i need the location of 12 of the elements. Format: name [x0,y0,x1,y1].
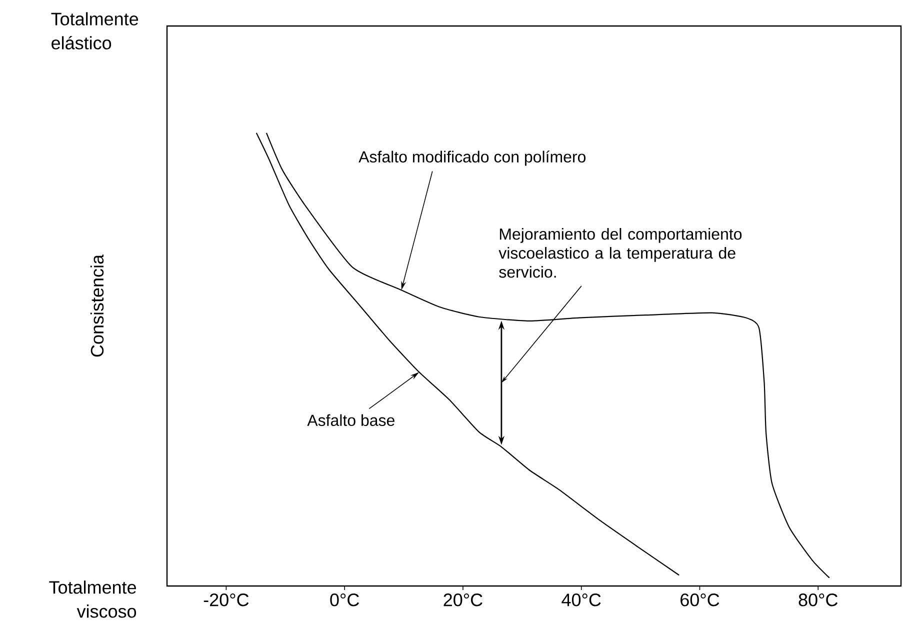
x-tick-label: 80°C [798,594,838,606]
text: Totalmente viscoso [49,580,136,618]
text: Totalmente elástico [51,12,138,50]
x-tick-label: 0°C [330,594,359,606]
annotation: Asfalto modificado con polímero [358,150,586,166]
annotation: Mejoramiento del comportamiento viscoelastico a la temperatura de servicio. [498,228,742,278]
y-axis-title: Consistencia [90,254,104,357]
x-tick-label: 20°C [444,594,482,606]
x-tick-label: -20°C [204,594,249,606]
annotation: Asfalto base [307,414,394,426]
x-tick-label: 40°C [562,594,601,606]
x-tick-label: 60°C [680,594,720,606]
